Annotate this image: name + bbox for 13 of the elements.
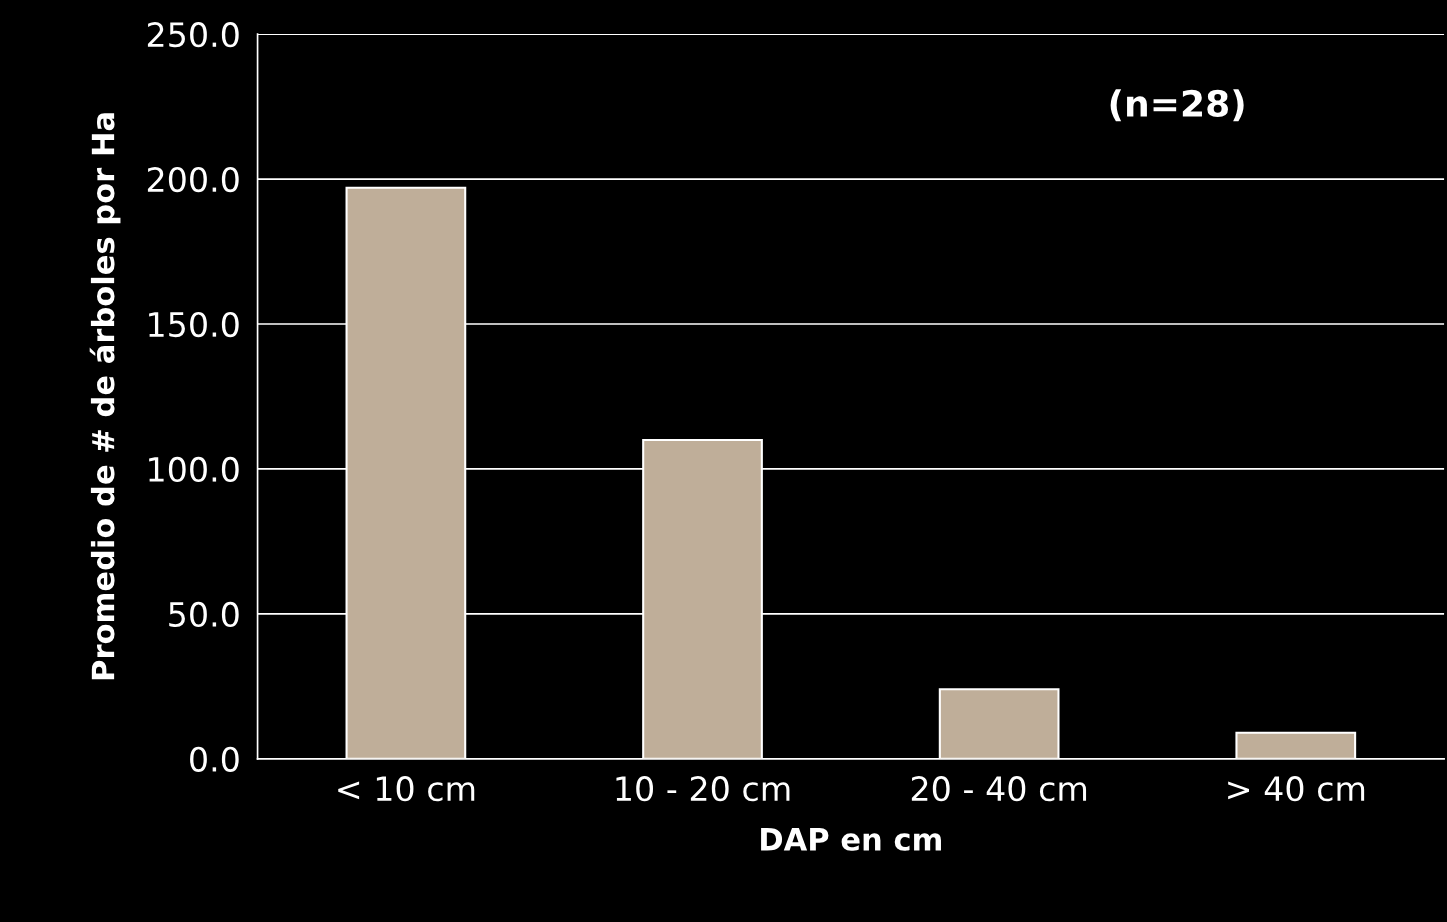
y-tick-label: 250.0 bbox=[147, 22, 239, 48]
y-tick-label: 150.0 bbox=[149, 311, 239, 338]
y-tick-label: 200.0 bbox=[147, 166, 239, 193]
x-tick-label: 20 - 40 cm bbox=[911, 776, 1087, 802]
x-tick-label: < 10 cm bbox=[338, 776, 475, 802]
annotation: (n=28) bbox=[1110, 89, 1244, 122]
y-tick-label: 100.0 bbox=[149, 456, 239, 483]
x-tick-label: 10 - 20 cm bbox=[616, 776, 790, 802]
y-tick-label: 0.0 bbox=[190, 746, 239, 772]
y-axis-title: Promedio de # de árboles por Ha bbox=[89, 113, 121, 680]
y-tick-label: 50.0 bbox=[169, 601, 239, 628]
x-tick-label: > 40 cm bbox=[1228, 776, 1365, 802]
x-axis-title: DAP en cm bbox=[761, 828, 941, 851]
